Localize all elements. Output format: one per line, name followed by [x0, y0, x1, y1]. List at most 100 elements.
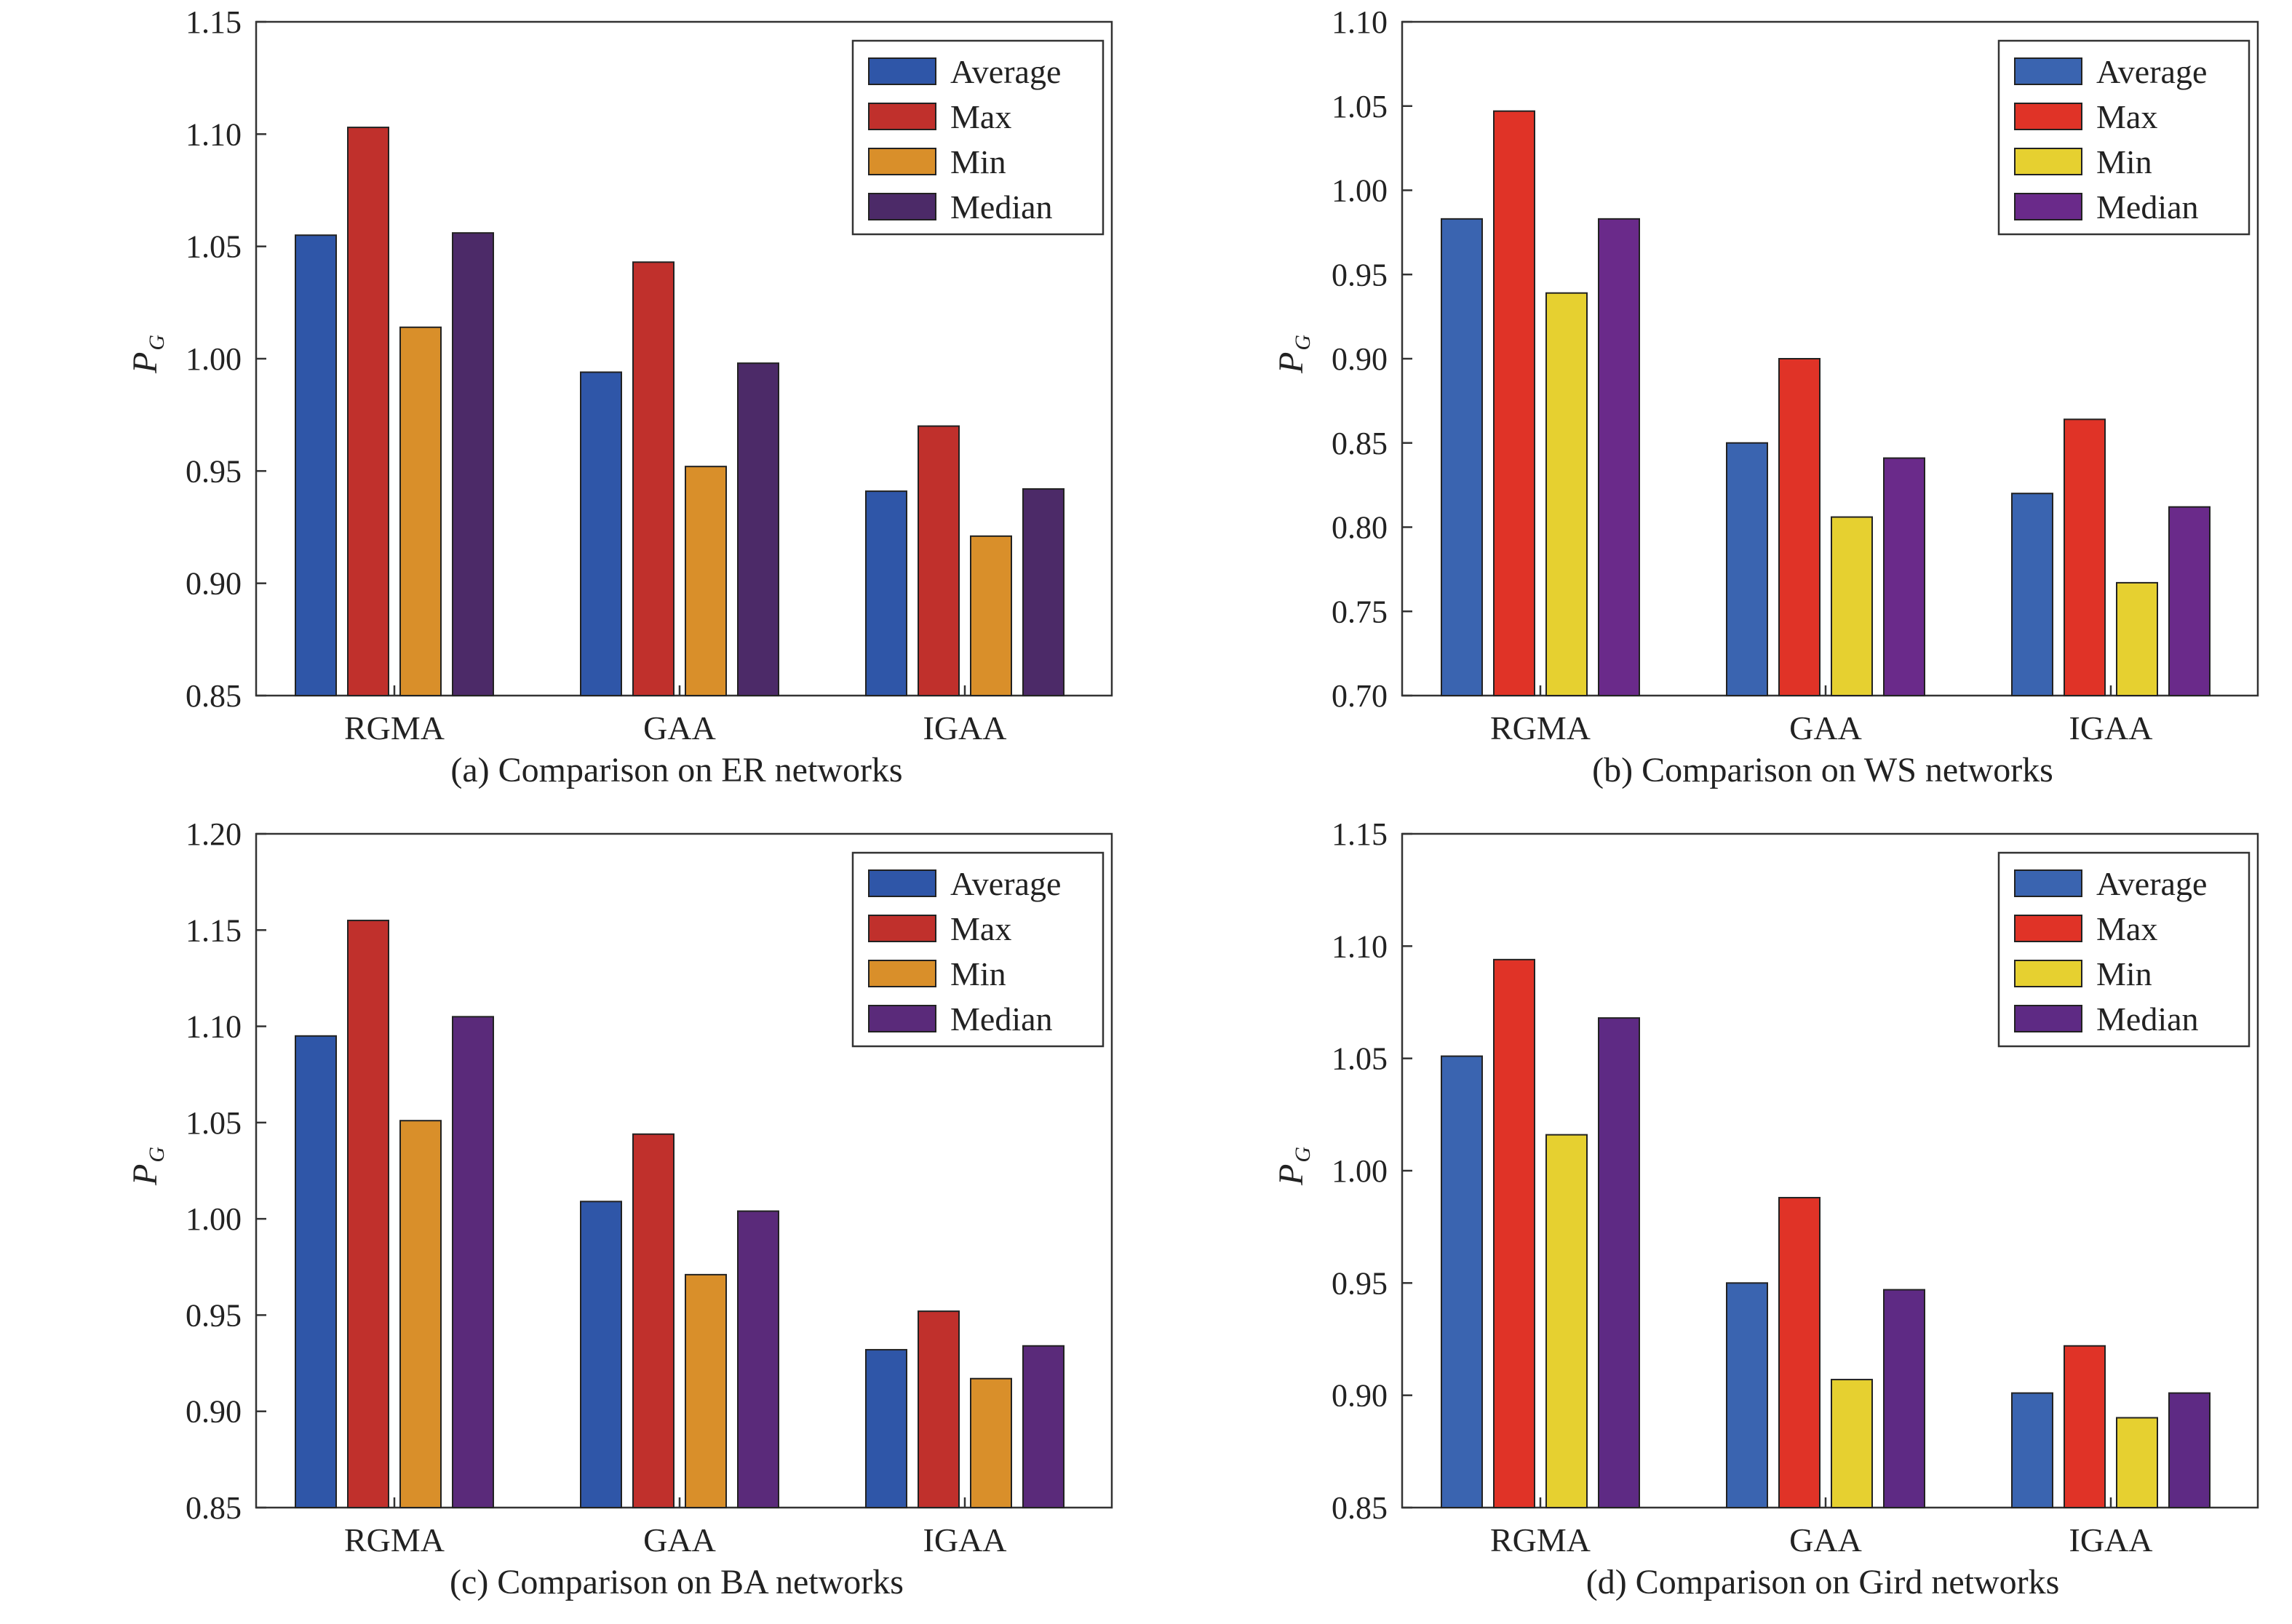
y-tick-label: 1.10: [186, 116, 242, 152]
y-tick-label: 0.80: [1332, 510, 1388, 546]
legend-swatch-median: [2014, 193, 2082, 220]
plot-frame: [255, 832, 1113, 1509]
legend-label-average: Average: [950, 865, 1061, 902]
y-tick-label: 1.10: [1332, 4, 1388, 40]
legend-swatch-average: [868, 57, 936, 85]
x-tick-label: GAA: [643, 709, 716, 747]
chart-panel-ba: 0.85 0.90 0.95 1.00 1.05 1.10 1.15 1.20 PG RGMA GA…: [0, 812, 1146, 1624]
legend-swatch-average: [2014, 869, 2082, 897]
bar-min-gaa: [1831, 1379, 1873, 1508]
bar-median-igaa: [1022, 488, 1065, 696]
legend-label-average: Average: [2096, 53, 2207, 90]
y-tick-label: 1.15: [186, 912, 242, 948]
y-tick-label: 0.95: [186, 1297, 242, 1333]
bar-average-gaa: [580, 371, 622, 696]
y-axis-label: PG: [1272, 1147, 1315, 1186]
bar-median-igaa: [2168, 1392, 2211, 1509]
y-tick-label: 0.85: [186, 1490, 242, 1526]
y-tick-label: 0.75: [1332, 594, 1388, 629]
legend-swatch-min: [2014, 148, 2082, 175]
bar-median-gaa: [1883, 1289, 1925, 1508]
bar-min-gaa: [1831, 516, 1873, 696]
y-tick-label: 1.00: [1332, 1153, 1388, 1189]
y-tick-label: 1.05: [186, 1105, 242, 1141]
legend-label-average: Average: [950, 53, 1061, 90]
legend-label-max: Max: [2096, 98, 2157, 135]
bar-median-gaa: [737, 1210, 779, 1508]
legend-swatch-max: [2014, 103, 2082, 130]
legend-label-median: Median: [950, 1000, 1053, 1038]
legend-label-median: Median: [2096, 188, 2199, 226]
y-axis-label-main: P: [1272, 352, 1310, 374]
x-tick-label: RGMA: [1490, 1521, 1591, 1559]
y-tick-label: 1.20: [186, 816, 242, 852]
legend-label-average: Average: [2096, 865, 2207, 902]
bar-min-igaa: [2116, 1417, 2158, 1508]
bar-max-igaa: [918, 1310, 960, 1508]
y-tick-label: 1.05: [1332, 1041, 1388, 1077]
y-tick-label: 0.90: [1332, 341, 1388, 377]
bar-median-rgma: [1598, 1017, 1640, 1508]
x-tick-label: RGMA: [344, 1521, 445, 1559]
bar-average-rgma: [1441, 218, 1483, 697]
bar-average-igaa: [2011, 1392, 2053, 1509]
bar-max-gaa: [632, 261, 675, 697]
x-tick-label: GAA: [1789, 1521, 1862, 1559]
legend-swatch-median: [868, 1005, 936, 1032]
bar-average-igaa: [2011, 493, 2053, 696]
chart-svg: 0.85 0.90 0.95 1.00 1.05 1.10 1.15 PG RGMA GAA IGA…: [1272, 816, 2259, 1601]
bar-min-gaa: [685, 466, 727, 696]
y-axis-label-subscript: G: [145, 335, 169, 351]
bar-max-gaa: [1778, 358, 1821, 696]
x-tick-label: RGMA: [1490, 709, 1591, 747]
legend-swatch-median: [868, 193, 936, 220]
y-tick-label: 1.00: [1332, 173, 1388, 209]
y-tick-label: 0.90: [1332, 1378, 1388, 1414]
bar-max-rgma: [1493, 958, 1535, 1508]
y-tick-label: 0.85: [1332, 426, 1388, 461]
legend-swatch-min: [868, 960, 936, 987]
bar-average-rgma: [1441, 1055, 1483, 1508]
legend-label-median: Median: [2096, 1000, 2199, 1038]
y-tick-label: 0.90: [186, 1394, 242, 1430]
legend-swatch-max: [2014, 915, 2082, 942]
legend-swatch-average: [2014, 57, 2082, 85]
y-tick-label: 0.95: [1332, 257, 1388, 292]
y-tick-label: 1.00: [186, 341, 242, 377]
x-tick-label: GAA: [643, 1521, 716, 1559]
chart-svg: 0.85 0.90 0.95 1.00 1.05 1.10 1.15 PG RGMA GAA IGA…: [126, 4, 1113, 789]
y-tick-label: 1.10: [1332, 928, 1388, 964]
y-tick-label: 1.05: [1332, 89, 1388, 124]
legend-label-min: Min: [2096, 143, 2152, 180]
x-tick-label: IGAA: [923, 1521, 1007, 1559]
bar-min-gaa: [685, 1273, 727, 1509]
bar-max-gaa: [632, 1133, 675, 1508]
bar-min-rgma: [399, 1120, 442, 1508]
bar-median-rgma: [452, 1016, 494, 1509]
legend-label-median: Median: [950, 188, 1053, 226]
y-tick-label: 0.95: [186, 453, 242, 489]
bar-average-gaa: [1726, 442, 1768, 696]
bar-average-rgma: [295, 234, 337, 696]
bar-min-igaa: [2116, 581, 2158, 697]
bar-max-igaa: [2064, 1345, 2106, 1509]
y-axis-label-subscript: G: [145, 1147, 169, 1163]
bar-max-rgma: [347, 127, 389, 697]
bar-median-gaa: [1883, 457, 1925, 697]
y-axis-label-main: P: [126, 1164, 164, 1186]
y-tick-label: 1.15: [1332, 816, 1388, 852]
bar-average-igaa: [865, 1349, 907, 1509]
bar-min-igaa: [970, 1377, 1012, 1508]
x-tick-label: IGAA: [923, 709, 1007, 747]
bar-max-igaa: [2064, 418, 2106, 697]
chart-svg: 0.70 0.75 0.80 0.85 0.90 0.95 1.00 1.05 1.10 PG RG…: [1272, 4, 2259, 789]
chart-caption: (d) Comparison on Gird networks: [1586, 1563, 2060, 1601]
chart-panel-ws: 0.70 0.75 0.80 0.85 0.90 0.95 1.00 1.05 1.10 PG RG…: [1146, 0, 2292, 812]
chart-caption: (a) Comparison on ER networks: [450, 751, 902, 789]
y-tick-label: 1.00: [186, 1201, 242, 1237]
bar-min-rgma: [1545, 1134, 1588, 1508]
legend-label-max: Max: [2096, 910, 2157, 947]
y-tick-label: 0.95: [1332, 1265, 1388, 1301]
bar-average-rgma: [295, 1035, 337, 1508]
